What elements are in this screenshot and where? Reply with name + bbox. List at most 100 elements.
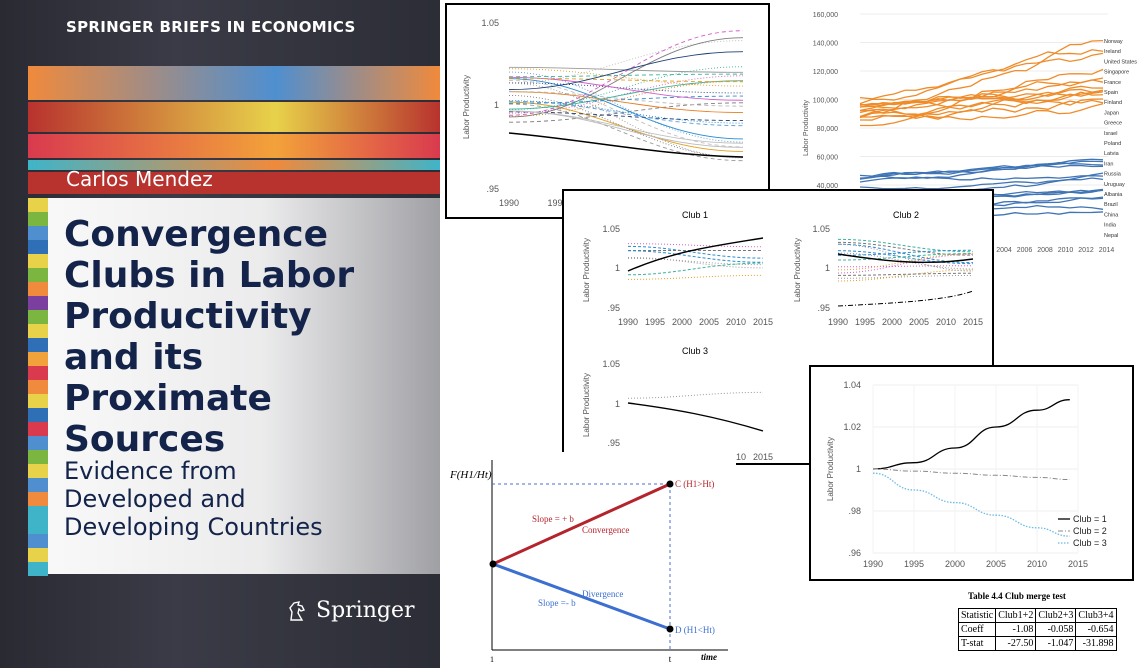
country-label: Ireland <box>1104 49 1121 55</box>
x-tick: 2000 <box>672 317 692 327</box>
table-cell: -0.058 <box>1035 622 1077 637</box>
divergence-line <box>492 562 671 631</box>
y-axis-label: Labor Productivity <box>462 75 471 139</box>
club-average-chart: Labor Productivity 1.04 1.02 1.98.96 1990 1… <box>809 365 1134 581</box>
series-line <box>627 243 764 248</box>
series-line <box>508 90 744 107</box>
y-axis-label: Labor Productivity <box>803 99 810 156</box>
series-line <box>508 66 744 111</box>
cover-stripe <box>28 254 48 268</box>
y-tick: 1.05 <box>602 224 620 234</box>
title-line: Clubs in Labor <box>64 255 355 296</box>
diagram-background <box>446 452 736 668</box>
table-row: Coeff -1.08 -0.058 -0.654 <box>957 622 1117 637</box>
country-line <box>859 79 1104 106</box>
country-label: Latvia <box>1104 151 1120 157</box>
point-c <box>666 480 674 488</box>
cover-stripe <box>28 310 48 324</box>
series-line <box>627 262 764 276</box>
table-header-row: Statistic Club1+2 Club2+3 Club3+4 <box>957 608 1117 623</box>
y-tick-labels: 1.04 1.02 1 .98 .96 <box>843 380 861 558</box>
convergence-line <box>492 482 671 566</box>
y-tick: 1.05 <box>481 18 499 28</box>
cover-stripe <box>28 172 440 194</box>
country-label: Finland <box>1104 100 1122 106</box>
x-tick: 1995 <box>855 317 875 327</box>
y-tick: 1 <box>825 263 830 273</box>
series-line <box>508 73 744 78</box>
country-label: Russia <box>1104 172 1122 178</box>
cover-stripe <box>28 226 48 240</box>
series-line <box>627 402 764 432</box>
publisher-logo: Springer <box>286 598 415 623</box>
book-title: Convergence Clubs in Labor Productivity … <box>64 214 424 460</box>
point-c-label: C (H1>Ht) <box>675 479 714 489</box>
legend-label: Club = 1 <box>1073 514 1107 524</box>
x-tick: 1990 <box>863 559 883 569</box>
series-line <box>627 274 764 280</box>
country-label: Nepal <box>1104 233 1118 239</box>
x-tick-labels: 1990 1995 2000 2005 2010 2015 <box>828 317 983 327</box>
country-label: Spain <box>1104 90 1118 96</box>
y-tick: .96 <box>848 548 861 558</box>
series-line <box>837 269 974 282</box>
country-label: China <box>1104 212 1119 218</box>
x-axis-label: time <box>701 652 717 662</box>
country-label: Brazil <box>1104 202 1118 208</box>
series-line <box>508 91 744 114</box>
x-tick: 199 <box>547 198 562 208</box>
table-header-cell: Club3+4 <box>1075 608 1117 623</box>
country-line <box>859 91 1104 120</box>
x-tick: 2015 <box>753 317 773 327</box>
country-label: Poland <box>1104 141 1121 147</box>
series-line <box>627 256 764 269</box>
series-line <box>508 80 744 110</box>
series-line <box>837 290 974 307</box>
country-line <box>859 39 1104 119</box>
table-header-cell: Statistic <box>957 608 997 623</box>
x-start-label: 1 <box>490 655 494 664</box>
author-name: Carlos Mendez <box>66 167 213 191</box>
x-tick: 2010 <box>936 317 956 327</box>
series-line <box>627 237 764 272</box>
x-tick: 2006 <box>1017 247 1033 254</box>
y-tick: .95 <box>607 438 620 448</box>
series-line <box>508 95 744 104</box>
country-line <box>859 164 1104 180</box>
point-d <box>666 625 674 633</box>
series-line <box>872 468 1070 480</box>
title-line: and its <box>64 337 204 378</box>
cover-stripe <box>28 534 48 548</box>
series-line <box>837 249 974 256</box>
subtitle-line: Developed and <box>64 485 246 513</box>
table-cell: -1.08 <box>995 622 1037 637</box>
subtitle-line: Evidence from <box>64 457 237 485</box>
chart-canvas: Labor Productivity 1.041.021.98.96 1990 1… <box>826 380 1107 569</box>
cover-stripe <box>28 198 48 212</box>
cover-stripe <box>28 478 48 492</box>
legend-label: Club = 3 <box>1073 538 1107 548</box>
series-line <box>508 71 744 143</box>
series-line <box>508 100 744 124</box>
legend: Club = 1 Club = 2 Club = 3 <box>1058 514 1107 548</box>
series-line <box>508 100 744 127</box>
country-label: United States <box>1104 59 1137 65</box>
book-subtitle: Evidence from Developed and Developing C… <box>64 457 424 541</box>
x-tick: 2005 <box>986 559 1006 569</box>
country-line <box>859 49 1104 105</box>
club3-series <box>627 391 764 432</box>
country-label: Israel <box>1104 131 1117 137</box>
cover-stripe <box>28 394 48 408</box>
x-tick: 2015 <box>1068 559 1088 569</box>
y-axis-label: Labor Productivity <box>582 373 591 437</box>
x-tick-labels: 1990 1995 2000 2005 2010 2015 <box>863 559 1088 569</box>
cover-stripe <box>28 102 440 132</box>
club1-series <box>627 237 764 280</box>
series-title: SPRINGER BRIEFS IN ECONOMICS <box>66 18 356 36</box>
x-tick: 1990 <box>828 317 848 327</box>
y-tick: 1.05 <box>812 224 830 234</box>
divergence-label: Divergence <box>582 589 623 599</box>
y-tick: 100,000 <box>813 98 838 105</box>
x-tick: 2000 <box>882 317 902 327</box>
y-tick: .98 <box>848 506 861 516</box>
